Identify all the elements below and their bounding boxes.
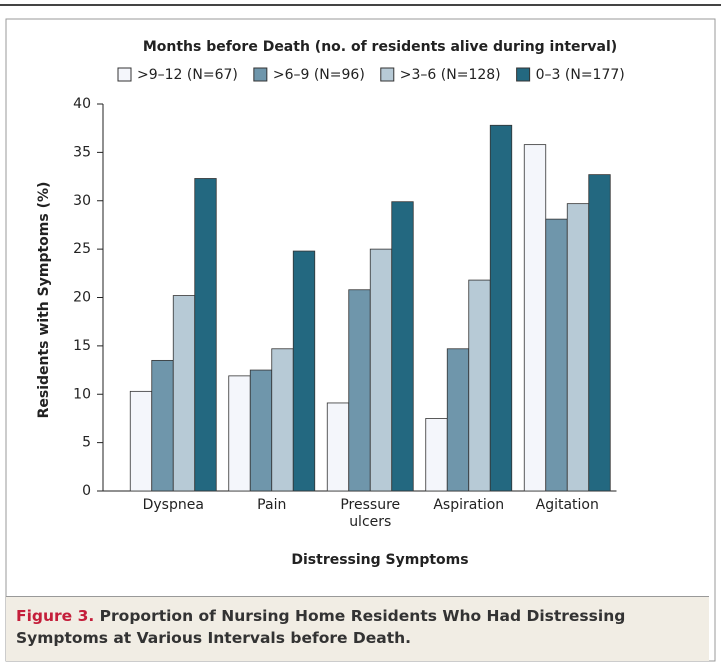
frame	[5, 18, 716, 662]
bar	[369, 248, 393, 492]
bar	[348, 289, 371, 492]
caption-label: Figure 3.	[16, 607, 95, 625]
bar	[588, 174, 611, 492]
bar	[468, 279, 491, 492]
bar	[523, 144, 547, 492]
y-tick-label: 25	[73, 241, 91, 257]
x-tick-label: Agitation	[535, 497, 599, 513]
y-tick-label: 0	[82, 483, 91, 499]
bar	[292, 250, 316, 492]
x-tick-label: Aspiration	[433, 497, 505, 513]
legend-swatch	[516, 67, 531, 82]
y-tick-label: 35	[73, 144, 91, 160]
bar	[172, 295, 196, 492]
x-tick-label: Pressure ulcers	[340, 497, 401, 530]
y-tick-label: 40	[73, 96, 91, 112]
bar	[151, 359, 174, 492]
y-tick-label: 10	[73, 386, 91, 402]
bar	[489, 124, 513, 492]
x-tick-label: Pain	[257, 497, 287, 513]
bar	[271, 348, 294, 492]
legend-label: >9–12 (N=67)	[137, 67, 238, 83]
bar	[326, 402, 350, 492]
caption: Figure 3. Proportion of Nursing Home Res…	[6, 596, 709, 661]
legend-swatch	[253, 67, 268, 82]
bar	[249, 369, 273, 492]
legend-swatch	[117, 67, 132, 82]
bar	[545, 218, 568, 492]
bar	[425, 418, 448, 492]
legend-label: 0–3 (N=177)	[536, 67, 625, 83]
legend-label: >6–9 (N=96)	[273, 67, 365, 83]
bar	[391, 201, 414, 492]
legend-title: Months before Death (no. of residents al…	[143, 39, 617, 55]
x-axis-title: Distressing Symptoms	[291, 552, 468, 568]
y-tick-label: 15	[73, 338, 91, 354]
x-tick-label: Dyspnea	[142, 497, 204, 513]
bar	[446, 348, 470, 492]
caption-text: Proportion of Nursing Home Residents Who…	[16, 607, 626, 647]
bar	[194, 178, 217, 492]
y-tick-label: 5	[82, 435, 91, 451]
bar	[129, 390, 153, 492]
legend-swatch	[380, 67, 395, 82]
y-tick-label: 30	[73, 193, 91, 209]
y-axis-title: Residents with Symptoms (%)	[36, 182, 52, 419]
bar	[566, 203, 590, 492]
y-tick-label: 20	[73, 290, 91, 306]
bar	[228, 375, 251, 492]
legend-label: >3–6 (N=128)	[400, 67, 501, 83]
